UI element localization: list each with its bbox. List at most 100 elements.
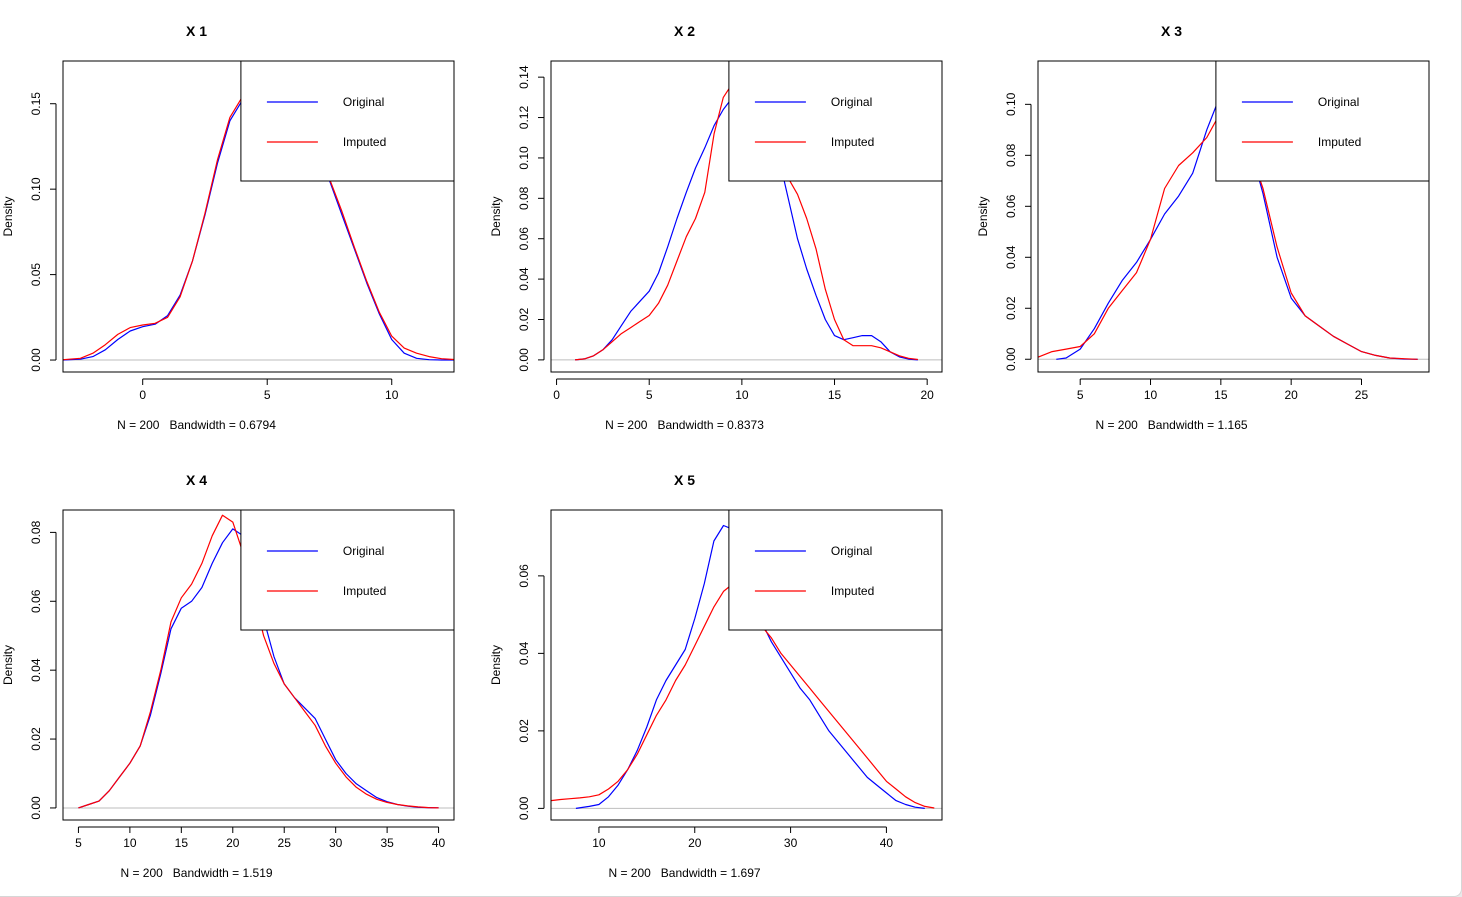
y-tick-label: 0.06: [517, 564, 531, 588]
x-tick-label: 10: [385, 388, 399, 402]
y-tick-label: 0.12: [517, 106, 531, 130]
chart-subtitle: N = 200 Bandwidth = 0.8373: [605, 418, 764, 432]
plot-frame: [62, 509, 455, 821]
x-axis: 5 10 15 20 25: [1077, 378, 1369, 402]
density-panel: Original Imputed 10 20 30 40 0.00 0.02 0.04 0.06 D…: [489, 472, 943, 880]
legend: Original Imputed: [240, 509, 455, 631]
x-tick-label: 20: [920, 388, 934, 402]
chart-subtitle: N = 200 Bandwidth = 1.519: [120, 866, 272, 880]
legend-label-original: Original: [1318, 95, 1359, 109]
x-tick-label: 35: [380, 836, 394, 850]
plot-frame: [62, 60, 455, 373]
legend-label-original: Original: [343, 95, 384, 109]
x-tick-label: 30: [784, 836, 798, 850]
chart-subtitle: N = 200 Bandwidth = 1.165: [1095, 418, 1247, 432]
y-axis-label: Density: [976, 196, 990, 236]
x-tick-label: 10: [1144, 388, 1158, 402]
chart-subtitle: N = 200 Bandwidth = 1.697: [608, 866, 760, 880]
legend-box: [240, 60, 455, 182]
x-tick-label: 5: [1077, 388, 1084, 402]
legend: Original Imputed: [1215, 60, 1430, 182]
y-tick-label: 0.10: [1004, 92, 1018, 116]
x-tick-label: 10: [592, 836, 606, 850]
x-tick-label: 40: [432, 836, 446, 850]
y-tick-label: 0.02: [517, 719, 531, 743]
y-tick-label: 0.05: [29, 263, 43, 287]
y-tick-label: 0.06: [29, 589, 43, 613]
x-tick-label: 30: [329, 836, 343, 850]
chart-title: X 5: [674, 472, 695, 488]
chart-subtitle: N = 200 Bandwidth = 0.6794: [117, 418, 276, 432]
x-tick-label: 10: [123, 836, 137, 850]
y-axis: 0.00 0.02 0.04 0.06 0.08 0.10 0.12 0.14: [517, 65, 545, 372]
x-tick-label: 0: [139, 388, 146, 402]
y-axis-label: Density: [1, 645, 15, 685]
y-tick-label: 0.02: [517, 307, 531, 331]
legend-label-original: Original: [831, 95, 872, 109]
y-tick-label: 0.00: [517, 796, 531, 820]
x-tick-label: 40: [880, 836, 894, 850]
y-tick-label: 0.02: [29, 727, 43, 751]
plot-frame: [1037, 60, 1430, 373]
x-axis: 5 10 15 20 25 30 35 40: [75, 826, 446, 850]
x-axis: 10 20 30 40: [592, 826, 894, 850]
y-tick-label: 0.08: [29, 520, 43, 544]
x-tick-label: 20: [1284, 388, 1298, 402]
x-tick-label: 5: [646, 388, 653, 402]
y-tick-label: 0.00: [29, 796, 43, 820]
y-tick-label: 0.14: [517, 65, 531, 89]
chart-title: X 2: [674, 23, 695, 39]
density-panel: Original Imputed 0 5 10 0.00 0.05 0.10 0.15 Densi…: [1, 23, 455, 432]
y-axis: 0.00 0.02 0.04 0.06: [517, 564, 545, 820]
x-tick-label: 25: [278, 836, 292, 850]
y-tick-label: 0.00: [29, 348, 43, 372]
y-tick-label: 0.04: [517, 267, 531, 291]
x-tick-label: 15: [828, 388, 842, 402]
legend-label-imputed: Imputed: [343, 584, 386, 598]
y-axis-label: Density: [1, 196, 15, 236]
legend-box: [728, 60, 943, 182]
y-tick-label: 0.04: [29, 658, 43, 682]
y-tick-label: 0.04: [1004, 245, 1018, 269]
x-tick-label: 25: [1355, 388, 1369, 402]
x-tick-label: 10: [735, 388, 749, 402]
y-axis: 0.00 0.02 0.04 0.06 0.08 0.10: [1004, 92, 1032, 371]
legend-label-imputed: Imputed: [343, 135, 386, 149]
density-panel: Original Imputed 5 10 15 20 25 0.00 0.02 0.04 0.06…: [976, 23, 1430, 432]
y-axis-label: Density: [489, 196, 503, 236]
y-tick-label: 0.15: [29, 92, 43, 116]
y-axis: 0.00 0.02 0.04 0.06 0.08: [29, 520, 57, 820]
y-tick-label: 0.08: [517, 186, 531, 210]
x-tick-label: 20: [226, 836, 240, 850]
x-tick-label: 15: [1214, 388, 1228, 402]
chart-title: X 1: [186, 23, 207, 39]
y-axis: 0.00 0.05 0.10 0.15: [29, 92, 57, 372]
legend-box: [240, 509, 455, 631]
plot-frame: [550, 60, 943, 373]
plot-frame: [550, 509, 943, 821]
density-panel: Original Imputed 0 5 10 15 20 0.00 0.02 0.04 0.06 0…: [489, 23, 943, 432]
y-tick-label: 0.04: [517, 641, 531, 665]
legend-box: [728, 509, 943, 631]
chart-title: X 3: [1161, 23, 1182, 39]
x-tick-label: 5: [264, 388, 271, 402]
y-tick-label: 0.06: [517, 227, 531, 251]
y-tick-label: 0.00: [517, 348, 531, 372]
legend-label-original: Original: [831, 544, 872, 558]
chart-title: X 4: [186, 472, 207, 488]
legend-box: [1215, 60, 1430, 182]
y-tick-label: 0.00: [1004, 347, 1018, 371]
legend-label-imputed: Imputed: [831, 584, 874, 598]
x-tick-label: 15: [175, 836, 189, 850]
legend: Original Imputed: [728, 509, 943, 631]
x-axis: 0 5 10: [139, 378, 399, 402]
legend-label-original: Original: [343, 544, 384, 558]
legend: Original Imputed: [240, 60, 455, 182]
y-tick-label: 0.08: [1004, 143, 1018, 167]
legend: Original Imputed: [728, 60, 943, 182]
x-tick-label: 0: [553, 388, 560, 402]
y-axis-label: Density: [489, 645, 503, 685]
legend-label-imputed: Imputed: [1318, 135, 1361, 149]
legend-label-imputed: Imputed: [831, 135, 874, 149]
